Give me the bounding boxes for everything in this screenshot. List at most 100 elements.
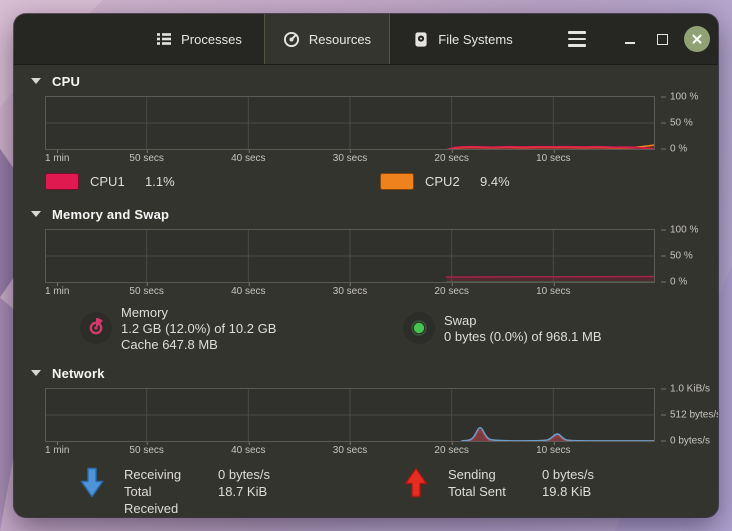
x-axis-label: 50 secs [129, 283, 164, 297]
swap-details: Swap 0 bytes (0.0%) of 968.1 MB [444, 313, 602, 345]
total-sent-value: 19.8 KiB [542, 484, 592, 499]
swap-dot-icon [403, 311, 435, 347]
close-icon [692, 34, 703, 45]
cpu1-color-swatch [45, 172, 79, 190]
memory-legend: Memory 1.2 GB (12.0%) of 10.2 GB Cache 6… [80, 305, 718, 353]
y-axis-label: 50 % [661, 118, 693, 129]
cpu-plot [45, 96, 655, 150]
network-plot [45, 388, 655, 442]
memory-cache: Cache 647.8 MB [121, 337, 218, 352]
tab-file-systems[interactable]: File Systems [390, 14, 536, 64]
cpu-section-header[interactable]: CPU [31, 73, 718, 89]
view-tabs: Processes Resources [134, 14, 536, 64]
sending-label: Sending [448, 467, 496, 482]
x-axis-label: 30 secs [332, 283, 368, 297]
x-axis-label: 20 secs [434, 150, 469, 164]
disk-icon [413, 31, 429, 48]
close-button[interactable] [684, 26, 710, 52]
swap-legend-item: Swap 0 bytes (0.0%) of 968.1 MB [403, 305, 602, 353]
upload-arrow-icon [404, 467, 428, 501]
sending-labels: Sending Total Sent [448, 466, 532, 500]
swap-name: Swap [444, 313, 477, 328]
tab-label: Processes [181, 31, 242, 47]
total-received-label: Total Received [124, 484, 179, 516]
x-axis-label: 10 secs [536, 150, 571, 164]
x-axis-label: 50 secs [129, 442, 164, 456]
process-list-icon [156, 31, 172, 47]
cpu2-legend-item: CPU2 9.4% [380, 172, 715, 190]
cpu1-value: 1.1% [145, 173, 175, 189]
memory-usage: 1.2 GB (12.0%) of 10.2 GB [121, 321, 277, 336]
x-axis-label: 40 secs [231, 150, 266, 164]
resources-view: CPU 100 % 50 % 0 % 1 min 50 secs 40 secs 30 s… [14, 65, 718, 517]
receiving-labels: Receiving Total Received [124, 466, 208, 517]
cpu-x-axis: 1 min 50 secs 40 secs 30 secs 20 secs 10 secs [45, 150, 655, 166]
memory-y-axis: 100 % 50 % 0 % [661, 225, 718, 288]
sending-values: 0 bytes/s 19.8 KiB [542, 466, 594, 500]
cpu1-legend-item: CPU1 1.1% [45, 172, 380, 190]
cpu2-label: CPU2 [425, 173, 460, 189]
x-axis-label: 1 min [45, 283, 70, 297]
memory-x-axis: 1 min 50 secs 40 secs 30 secs 20 secs 10 secs [45, 283, 655, 299]
network-legend: Receiving Total Received 0 bytes/s 18.7 … [80, 466, 718, 517]
x-axis-label: 30 secs [332, 442, 368, 456]
swap-usage: 0 bytes (0.0%) of 968.1 MB [444, 329, 602, 344]
memory-name: Memory [121, 305, 168, 320]
network-y-axis: 1.0 KiB/s 512 bytes/s 0 bytes/s [661, 384, 718, 447]
cpu2-color-swatch [380, 172, 414, 190]
receiving-values: 0 bytes/s 18.7 KiB [218, 466, 270, 500]
x-axis-label: 30 secs [332, 150, 368, 164]
x-axis-label: 20 secs [434, 442, 469, 456]
tab-processes[interactable]: Processes [134, 14, 264, 64]
memory-pie-icon [80, 311, 112, 347]
receiving-label: Receiving [124, 467, 182, 482]
cpu-chart: 100 % 50 % 0 % [45, 92, 698, 155]
x-axis-label: 1 min [45, 442, 70, 456]
x-axis-label: 1 min [45, 150, 70, 164]
receiving-legend-item: Receiving Total Received 0 bytes/s 18.7 … [80, 466, 404, 517]
speedometer-icon [283, 31, 300, 48]
sending-rate: 0 bytes/s [542, 467, 595, 482]
cpu-y-axis: 100 % 50 % 0 % [661, 92, 718, 155]
y-axis-label: 100 % [661, 92, 698, 103]
cpu1-label: CPU1 [90, 173, 125, 189]
section-title: Memory and Swap [52, 206, 170, 222]
cpu2-value: 9.4% [480, 173, 510, 189]
maximize-icon [656, 33, 668, 45]
y-axis-label: 0 bytes/s [661, 436, 710, 447]
y-axis-label: 0 % [661, 144, 687, 155]
headerbar: Processes Resources [14, 14, 718, 65]
y-axis-label: 0 % [661, 277, 687, 288]
system-monitor-window: Processes Resources [14, 14, 718, 517]
hamburger-icon [568, 31, 586, 47]
download-arrow-icon [80, 467, 104, 501]
memory-legend-item: Memory 1.2 GB (12.0%) of 10.2 GB Cache 6… [80, 305, 403, 353]
memory-chart: 100 % 50 % 0 % [45, 225, 698, 288]
network-chart: 1.0 KiB/s 512 bytes/s 0 bytes/s [45, 384, 718, 447]
network-section-header[interactable]: Network [31, 365, 718, 381]
menu-button[interactable] [560, 22, 594, 56]
memory-plot [45, 229, 655, 283]
x-axis-label: 40 secs [231, 442, 266, 456]
receiving-rate: 0 bytes/s [218, 467, 271, 482]
expander-arrow-icon[interactable] [31, 78, 41, 84]
total-received-value: 18.7 KiB [218, 484, 268, 499]
tab-resources[interactable]: Resources [264, 14, 390, 64]
total-sent-label: Total Sent [448, 484, 506, 499]
x-axis-label: 40 secs [231, 283, 266, 297]
minimize-button[interactable] [618, 27, 642, 51]
x-axis-label: 10 secs [536, 442, 571, 456]
x-axis-label: 50 secs [129, 150, 164, 164]
expander-arrow-icon[interactable] [31, 211, 41, 217]
tab-label: File Systems [438, 31, 513, 47]
cpu-legend: CPU1 1.1% CPU2 9.4% [45, 170, 718, 192]
section-title: Network [52, 365, 105, 381]
network-x-axis: 1 min 50 secs 40 secs 30 secs 20 secs 10 secs [45, 442, 655, 458]
section-title: CPU [52, 73, 81, 89]
y-axis-label: 512 bytes/s [661, 410, 718, 421]
expander-arrow-icon[interactable] [31, 370, 41, 376]
maximize-button[interactable] [650, 27, 674, 51]
sending-legend-item: Sending Total Sent 0 bytes/s 19.8 KiB [404, 466, 594, 517]
minimize-icon [625, 42, 635, 44]
memory-section-header[interactable]: Memory and Swap [31, 206, 718, 222]
